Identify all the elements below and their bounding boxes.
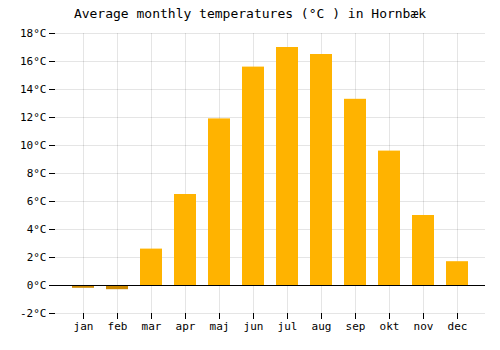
svg-text:nov: nov [414,320,434,333]
svg-text:4°C: 4°C [27,223,47,236]
svg-text:0°C: 0°C [27,279,47,292]
svg-text:dec: dec [448,320,468,333]
svg-text:6°C: 6°C [27,195,47,208]
svg-text:2°C: 2°C [27,251,47,264]
svg-text:okt: okt [380,320,400,333]
svg-text:14°C: 14°C [20,83,47,96]
svg-text:-2°C: -2°C [20,307,47,320]
svg-text:jan: jan [74,320,94,333]
html-text:Average monthly temperatures (: Average monthly temperatures (°C ) in Ho… [73,6,427,21]
svg-text:16°C: 16°C [20,55,47,68]
svg-text:12°C: 12°C [20,111,47,124]
svg-text:8°C: 8°C [27,167,47,180]
svg-text:sep: sep [346,320,366,333]
svg-text:maj: maj [210,320,230,333]
svg-text:18°C: 18°C [20,27,47,40]
svg-text:mar: mar [142,320,162,333]
svg-text:feb: feb [108,320,128,333]
svg-text:jun: jun [244,320,264,333]
svg-text:10°C: 10°C [20,139,47,152]
svg-text:apr: apr [176,320,196,333]
svg-text:aug: aug [312,320,332,333]
svg-text:jul: jul [278,320,298,333]
